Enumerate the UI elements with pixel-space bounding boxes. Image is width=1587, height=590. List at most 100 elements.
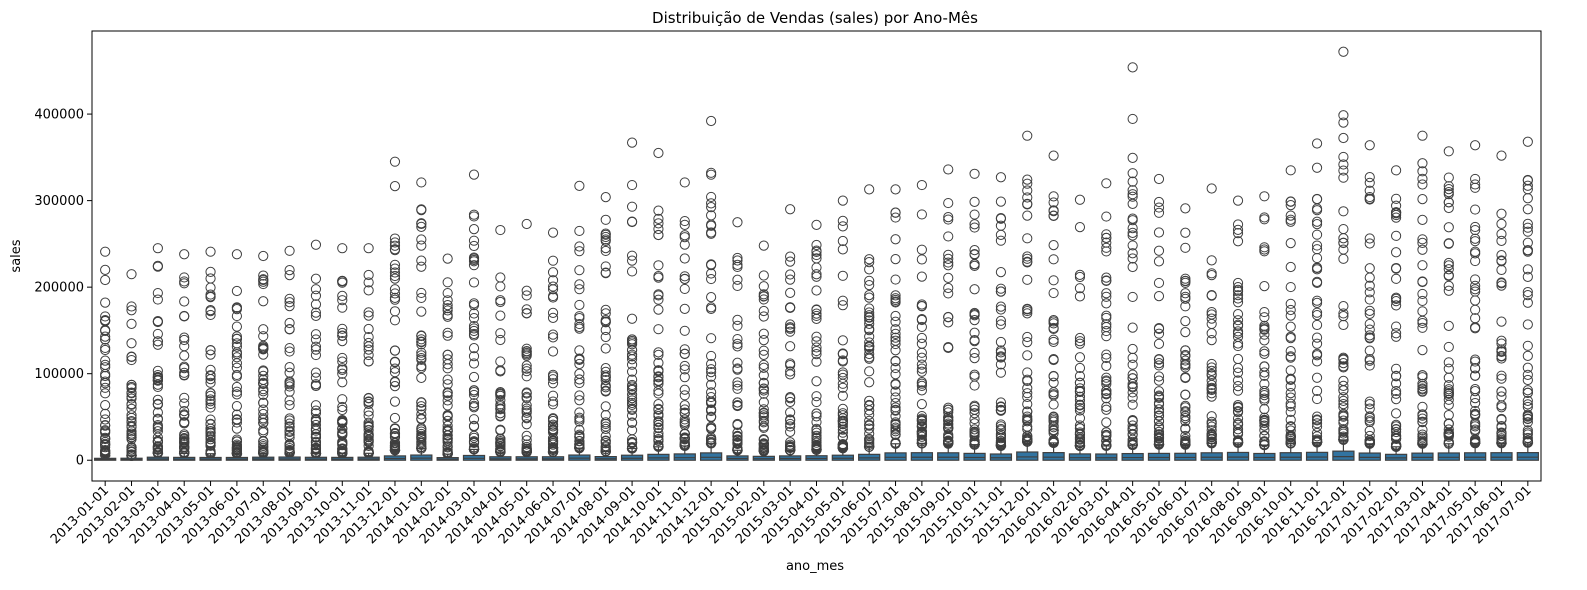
outlier-point — [1496, 255, 1507, 266]
outlier-point — [468, 256, 480, 267]
outlier-point — [521, 360, 532, 371]
outlier-point — [969, 427, 980, 438]
outlier-point — [1206, 306, 1217, 318]
outlier-point — [1232, 424, 1244, 435]
outlier-point — [890, 411, 901, 422]
box-group — [647, 147, 670, 461]
outlier-point — [600, 435, 611, 446]
outlier-point — [310, 419, 322, 431]
outlier-point — [231, 417, 242, 428]
outlier-point — [1022, 198, 1033, 209]
outlier-point — [864, 348, 875, 360]
outlier-point — [679, 360, 690, 372]
outlier-point — [1101, 242, 1112, 253]
box-group — [963, 168, 986, 461]
outlier-point — [811, 376, 822, 387]
outlier-point — [1496, 228, 1507, 240]
outlier-point — [943, 311, 954, 323]
outlier-point — [1338, 46, 1349, 57]
outlier-point — [179, 296, 190, 307]
outlier-point — [653, 409, 664, 420]
outlier-point — [837, 390, 848, 401]
box-group — [699, 115, 723, 461]
outlier-point — [1496, 400, 1507, 411]
outlier-point — [389, 363, 401, 374]
plot-area — [94, 46, 1539, 461]
outlier-point — [1259, 414, 1270, 426]
outlier-point — [1022, 391, 1033, 403]
outlier-point — [547, 390, 559, 401]
outlier-point — [1127, 223, 1138, 234]
outlier-point — [706, 198, 717, 209]
outlier-point — [1180, 372, 1191, 384]
outlier-point — [1364, 355, 1375, 366]
outlier-point — [1153, 354, 1165, 365]
outlier-point — [758, 434, 769, 446]
outlier-point — [1022, 406, 1033, 417]
outlier-point — [363, 406, 374, 417]
outlier-point — [1074, 336, 1086, 347]
outlier-point — [100, 445, 111, 456]
outlier-point — [1443, 146, 1454, 157]
outlier-point — [389, 306, 401, 317]
outlier-point — [126, 318, 137, 329]
box-group — [1516, 136, 1539, 461]
outlier-point — [995, 352, 1007, 363]
outlier-point — [1206, 309, 1217, 320]
outlier-point — [1022, 303, 1033, 314]
outlier-point — [1522, 264, 1533, 275]
outlier-point — [363, 417, 374, 428]
outlier-point — [1338, 399, 1349, 410]
outlier-point — [995, 301, 1007, 312]
outlier-point — [943, 342, 954, 353]
outlier-point — [231, 369, 242, 381]
outlier-point — [284, 418, 295, 429]
outlier-point — [1206, 365, 1217, 376]
outlier-point — [626, 179, 638, 191]
outlier-point — [495, 356, 506, 367]
box — [1121, 452, 1144, 461]
outlier-point — [1074, 271, 1086, 283]
outlier-point — [679, 219, 690, 230]
outlier-point — [1417, 381, 1428, 392]
outlier-point — [1522, 193, 1533, 204]
outlier-point — [1522, 385, 1533, 396]
outlier-point — [811, 391, 822, 402]
outlier-point — [152, 339, 163, 350]
outlier-point — [943, 282, 954, 294]
outlier-point — [1180, 355, 1191, 366]
outlier-point — [653, 404, 664, 415]
outlier-point — [1364, 416, 1375, 428]
box-group — [1200, 183, 1223, 461]
outlier-point — [258, 404, 269, 415]
outlier-point — [363, 285, 374, 296]
outlier-point — [969, 209, 980, 220]
outlier-point — [679, 414, 690, 425]
outlier-point — [1522, 297, 1533, 308]
outlier-point — [864, 415, 875, 427]
outlier-point — [706, 423, 717, 434]
outlier-point — [969, 408, 980, 419]
outlier-point — [1285, 281, 1296, 293]
outlier-point — [574, 414, 585, 425]
outlier-point — [1391, 388, 1402, 399]
outlier-point — [1285, 331, 1296, 342]
outlier-point — [126, 391, 137, 402]
outlier-point — [995, 172, 1007, 183]
outlier-point — [1417, 416, 1428, 428]
outlier-point — [837, 300, 848, 311]
outlier-point — [310, 413, 322, 425]
outlier-point — [653, 398, 664, 410]
outlier-point — [1153, 429, 1165, 440]
outlier-point — [1285, 381, 1296, 392]
outlier-point — [126, 305, 137, 316]
outlier-point — [1285, 351, 1296, 362]
outlier-point — [310, 380, 322, 392]
outlier-point — [1338, 424, 1349, 435]
outlier-point — [337, 277, 348, 288]
outlier-point — [890, 184, 901, 195]
outlier-point — [442, 330, 453, 341]
outlier-point — [1259, 242, 1270, 253]
outlier-point — [837, 270, 848, 281]
outlier-point — [1338, 110, 1349, 121]
